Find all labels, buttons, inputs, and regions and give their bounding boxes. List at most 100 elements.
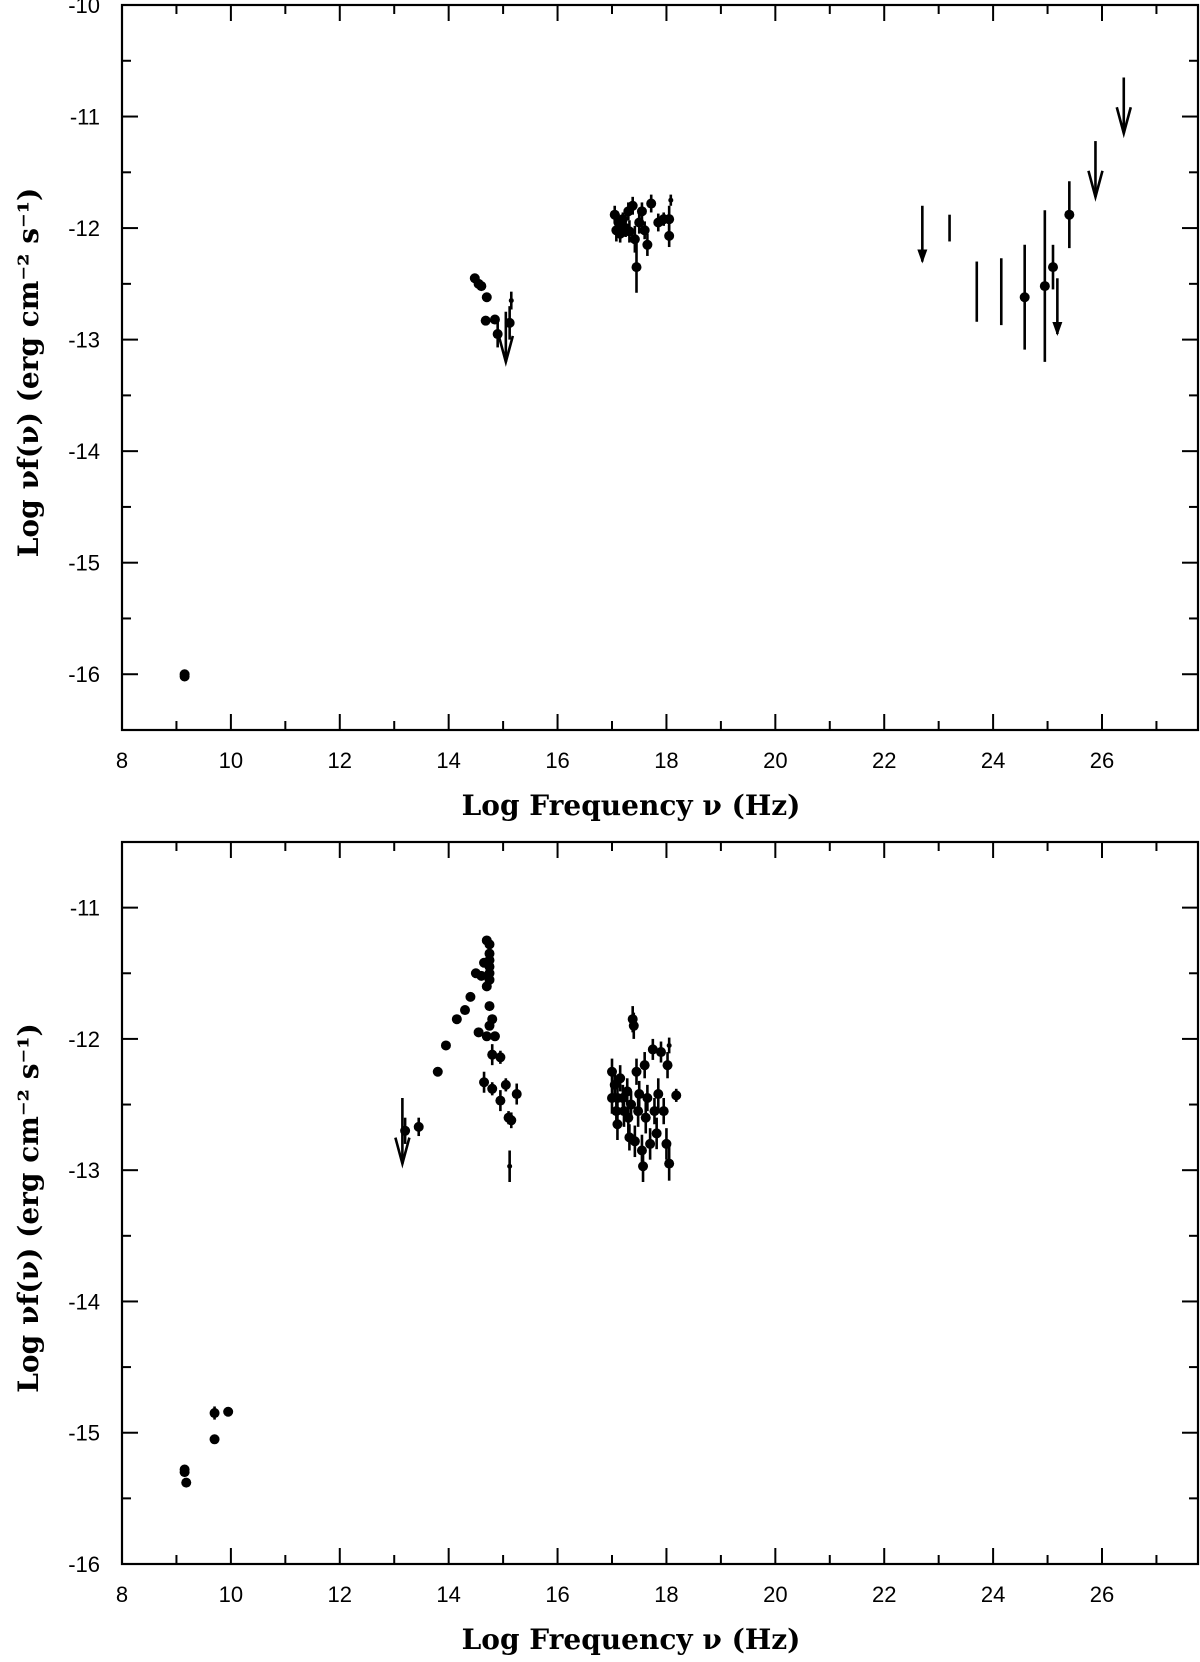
data-point [181, 1477, 192, 1488]
data-point [664, 230, 675, 241]
y-tick-label: -15 [68, 1421, 100, 1446]
x-tick-label: 14 [436, 1582, 460, 1607]
upper-limit-arrowhead [1115, 106, 1133, 139]
data-point [487, 1083, 498, 1094]
x-tick-label: 24 [981, 1582, 1005, 1607]
data-point [484, 939, 495, 950]
data-point [481, 1031, 492, 1042]
data-point [504, 317, 515, 328]
plot-frame [120, 3, 1200, 732]
data-point [508, 298, 514, 304]
data-point [649, 1106, 660, 1117]
data-points [179, 181, 1075, 682]
data-point [653, 1089, 664, 1100]
data-point [624, 1132, 635, 1143]
data-point [642, 1092, 653, 1103]
data-point [639, 225, 650, 236]
y-tick-label: -12 [68, 1027, 100, 1052]
data-point [636, 206, 647, 217]
data-point [609, 209, 620, 220]
upper-limit-arrowhead [1052, 322, 1063, 337]
y-tick-label: -15 [68, 551, 100, 576]
x-tick-label: 18 [654, 1582, 678, 1607]
data-point [624, 226, 635, 237]
data-point [223, 1406, 234, 1417]
data-point [651, 1128, 662, 1139]
data-point [664, 1158, 675, 1169]
data-point [511, 1089, 522, 1100]
data-point [451, 1014, 462, 1025]
y-tick-label: -12 [68, 216, 100, 241]
data-point [440, 1040, 451, 1051]
data-points [179, 935, 682, 1488]
data-point [495, 1052, 506, 1063]
data-point [487, 1049, 498, 1060]
y-tick-label: -13 [68, 1158, 100, 1183]
data-point [484, 1001, 495, 1012]
y-tick-label: -13 [68, 328, 100, 353]
data-point [612, 1119, 623, 1130]
upper-limit-arrowhead [1087, 170, 1104, 202]
data-point [612, 1092, 623, 1103]
plot-frame [120, 840, 1200, 1566]
data-point [656, 1047, 666, 1058]
data-point [473, 1027, 484, 1038]
y-axis-title: Log νf(ν) (erg cm⁻² s⁻¹) [12, 188, 45, 558]
x-axis-title: Log Frequency ν (Hz) [462, 789, 801, 822]
x-tick-label: 10 [219, 748, 243, 773]
y-tick-label: -11 [70, 105, 100, 130]
data-point [628, 1020, 639, 1031]
x-tick-label: 22 [872, 1582, 896, 1607]
data-point [495, 1095, 506, 1106]
x-tick-label: 18 [654, 748, 678, 773]
data-point [609, 1079, 620, 1090]
data-point [615, 1073, 626, 1084]
x-tick-label: 14 [436, 748, 460, 773]
chart-panel-1: 8 10 12 14 16 18 20 22 24 26 -10 -11 -12 -13 -14 -15 -16… [12, 0, 1200, 822]
data-point [638, 1161, 649, 1172]
data-point [668, 197, 674, 203]
y-tick-label: -16 [68, 662, 100, 687]
data-point [432, 1066, 443, 1077]
data-point [645, 1138, 656, 1149]
data-point [476, 970, 487, 981]
data-point [646, 198, 657, 209]
x-tick-label: 12 [328, 748, 352, 773]
x-tick-label: 20 [763, 1582, 787, 1607]
data-point [413, 1121, 424, 1132]
data-point [631, 262, 642, 273]
data-point [666, 1042, 672, 1048]
data-point [627, 200, 638, 211]
x-tick-label: 10 [219, 1582, 243, 1607]
data-point [506, 1115, 517, 1126]
data-point [661, 1138, 672, 1149]
y-tick-label: -11 [70, 896, 100, 921]
data-point [647, 1044, 658, 1055]
chart-panel-2: 8 10 12 14 16 18 20 22 24 26 -11 -12 -13 -14 -15 -16 Log… [12, 840, 1200, 1656]
y-tick-label: -14 [68, 1289, 100, 1314]
data-point [179, 671, 190, 682]
data-point [1019, 292, 1030, 303]
y-tick-label: -16 [68, 1552, 100, 1577]
upper-limits [394, 1097, 411, 1169]
upper-limit-arrowhead [917, 249, 928, 264]
x-tick-label: 16 [545, 1582, 569, 1607]
upper-limit-arrowhead [394, 1137, 411, 1169]
x-tick-label: 26 [1090, 1582, 1114, 1607]
data-point [209, 1408, 220, 1419]
data-point [664, 214, 675, 225]
data-point [633, 1106, 644, 1117]
data-point [1039, 281, 1050, 292]
data-point [640, 1112, 651, 1123]
x-tick-label: 20 [763, 748, 787, 773]
data-point [479, 1077, 490, 1088]
data-point [480, 315, 491, 326]
x-tick-label: 16 [545, 748, 569, 773]
data-point [629, 234, 640, 245]
data-point [639, 1060, 650, 1071]
data-point [465, 991, 476, 1002]
data-point [492, 329, 503, 340]
y-axis-title: Log νf(ν) (erg cm⁻² s⁻¹) [12, 1023, 45, 1393]
x-tick-label: 8 [116, 1582, 128, 1607]
data-point [622, 1086, 633, 1097]
